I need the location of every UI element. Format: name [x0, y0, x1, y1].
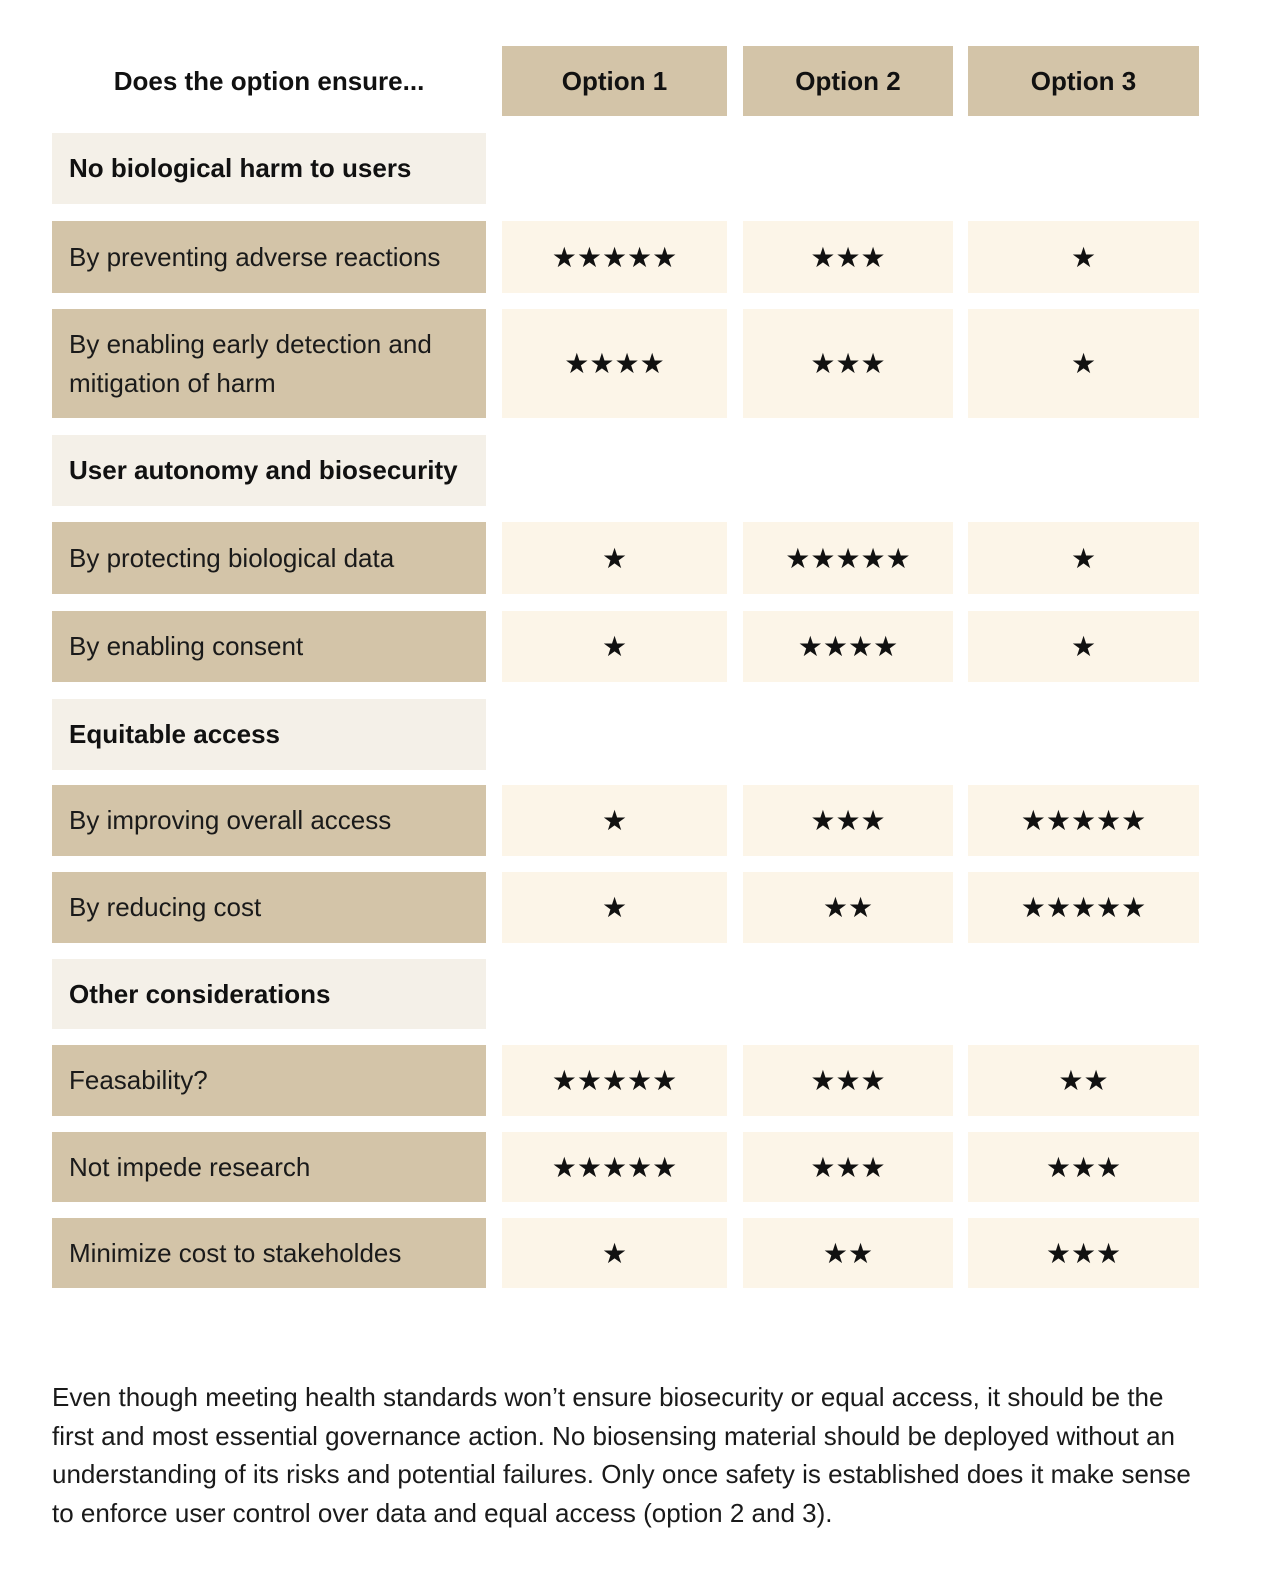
rating-stars: ★★: [968, 1045, 1199, 1116]
rating-stars: ★★★: [743, 221, 953, 293]
criterion-label: By enabling consent: [52, 611, 486, 682]
rating-stars: ★: [968, 522, 1199, 594]
rating-stars: ★★★: [743, 1132, 953, 1202]
rating-stars: ★★★: [743, 1045, 953, 1116]
rating-stars: ★★★★★: [502, 221, 727, 293]
rating-stars: ★: [502, 785, 727, 856]
criterion-label: By enabling early detection and mitigati…: [52, 309, 486, 418]
rating-stars: ★: [968, 309, 1199, 418]
criterion-label: Not impede research: [52, 1132, 486, 1202]
column-header-option-1: Option 1: [502, 46, 727, 116]
conclusion-paragraph: Even though meeting health standards won…: [52, 1382, 1191, 1528]
rating-stars: ★★★: [743, 309, 953, 418]
rating-stars: ★★: [743, 872, 953, 943]
rating-stars: ★★★★: [743, 611, 953, 682]
rating-stars: ★: [502, 1218, 727, 1288]
rating-stars: ★★: [743, 1218, 953, 1288]
rating-stars: ★★★★★: [968, 785, 1199, 856]
criterion-label: By protecting biological data: [52, 522, 486, 594]
column-header-option-3: Option 3: [968, 46, 1199, 116]
rating-stars: ★: [502, 611, 727, 682]
section-title-autonomy-biosecurity: User autonomy and biosecurity: [52, 435, 486, 506]
criterion-label: By preventing adverse reactions: [52, 221, 486, 293]
rating-stars: ★★★★★: [743, 522, 953, 594]
criterion-label: Minimize cost to stakeholdes: [52, 1218, 486, 1288]
rating-stars: ★: [502, 872, 727, 943]
rating-stars: ★: [502, 522, 727, 594]
criterion-label: Feasability?: [52, 1045, 486, 1116]
table-header-question: Does the option ensure...: [113, 65, 425, 96]
criterion-label: By improving overall access: [52, 785, 486, 856]
rating-stars: ★: [968, 221, 1199, 293]
section-title-equitable-access: Equitable access: [52, 699, 486, 770]
section-title-biological-harm: No biological harm to users: [52, 133, 486, 204]
rating-stars: ★★★★★: [968, 872, 1199, 943]
rating-stars: ★: [968, 611, 1199, 682]
section-title-other-considerations: Other considerations: [52, 959, 486, 1029]
rating-stars: ★★★: [968, 1132, 1199, 1202]
criterion-label: By reducing cost: [52, 872, 486, 943]
rating-stars: ★★★: [743, 785, 953, 856]
rating-stars: ★★★★★: [502, 1045, 727, 1116]
rating-stars: ★★★★: [502, 309, 727, 418]
column-header-option-2: Option 2: [743, 46, 953, 116]
rating-stars: ★★★: [968, 1218, 1199, 1288]
rating-stars: ★★★★★: [502, 1132, 727, 1202]
